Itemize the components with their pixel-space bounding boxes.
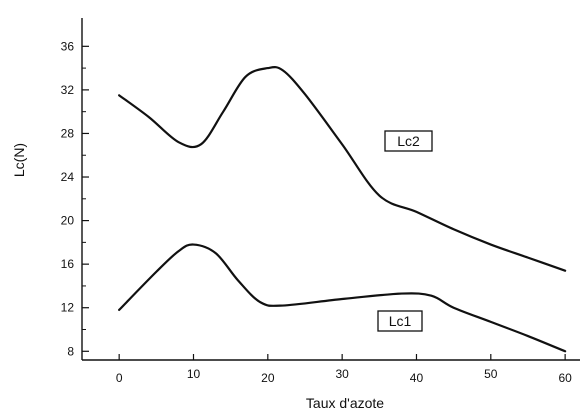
series-label-lc2: Lc2 bbox=[397, 133, 420, 149]
y-tick-label: 8 bbox=[67, 344, 74, 358]
x-tick-label: 50 bbox=[484, 367, 498, 381]
series-label-box-lc2 bbox=[384, 130, 433, 152]
x-tick-label: 30 bbox=[335, 367, 349, 381]
y-tick-label: 12 bbox=[61, 301, 75, 315]
series-line-lc1 bbox=[118, 243, 567, 353]
y-tick-label: 36 bbox=[61, 39, 75, 53]
series-label-box-lc1 bbox=[377, 310, 423, 332]
series-lines bbox=[118, 66, 567, 353]
y-tick-label: 16 bbox=[61, 257, 75, 271]
series-label-lc1: Lc1 bbox=[389, 313, 412, 329]
x-tick-label: 0 bbox=[116, 371, 123, 385]
x-axis-title: Taux d'azote bbox=[306, 395, 384, 411]
y-tick-label: 32 bbox=[61, 83, 75, 97]
y-ticks: 8 12 16 20 24 28 32 36 bbox=[61, 39, 89, 358]
y-axis-title: Lc(N) bbox=[11, 143, 27, 177]
series-line-lc2 bbox=[118, 66, 567, 272]
y-tick-label: 24 bbox=[61, 170, 75, 184]
y-tick-label: 28 bbox=[61, 126, 75, 140]
x-tick-label: 20 bbox=[261, 371, 275, 385]
x-tick-label: 40 bbox=[410, 371, 424, 385]
x-tick-label: 60 bbox=[558, 371, 572, 385]
x-tick-label: 10 bbox=[187, 367, 201, 381]
y-tick-label: 20 bbox=[61, 214, 75, 228]
x-ticks: 0 10 20 30 40 50 60 bbox=[116, 354, 572, 385]
